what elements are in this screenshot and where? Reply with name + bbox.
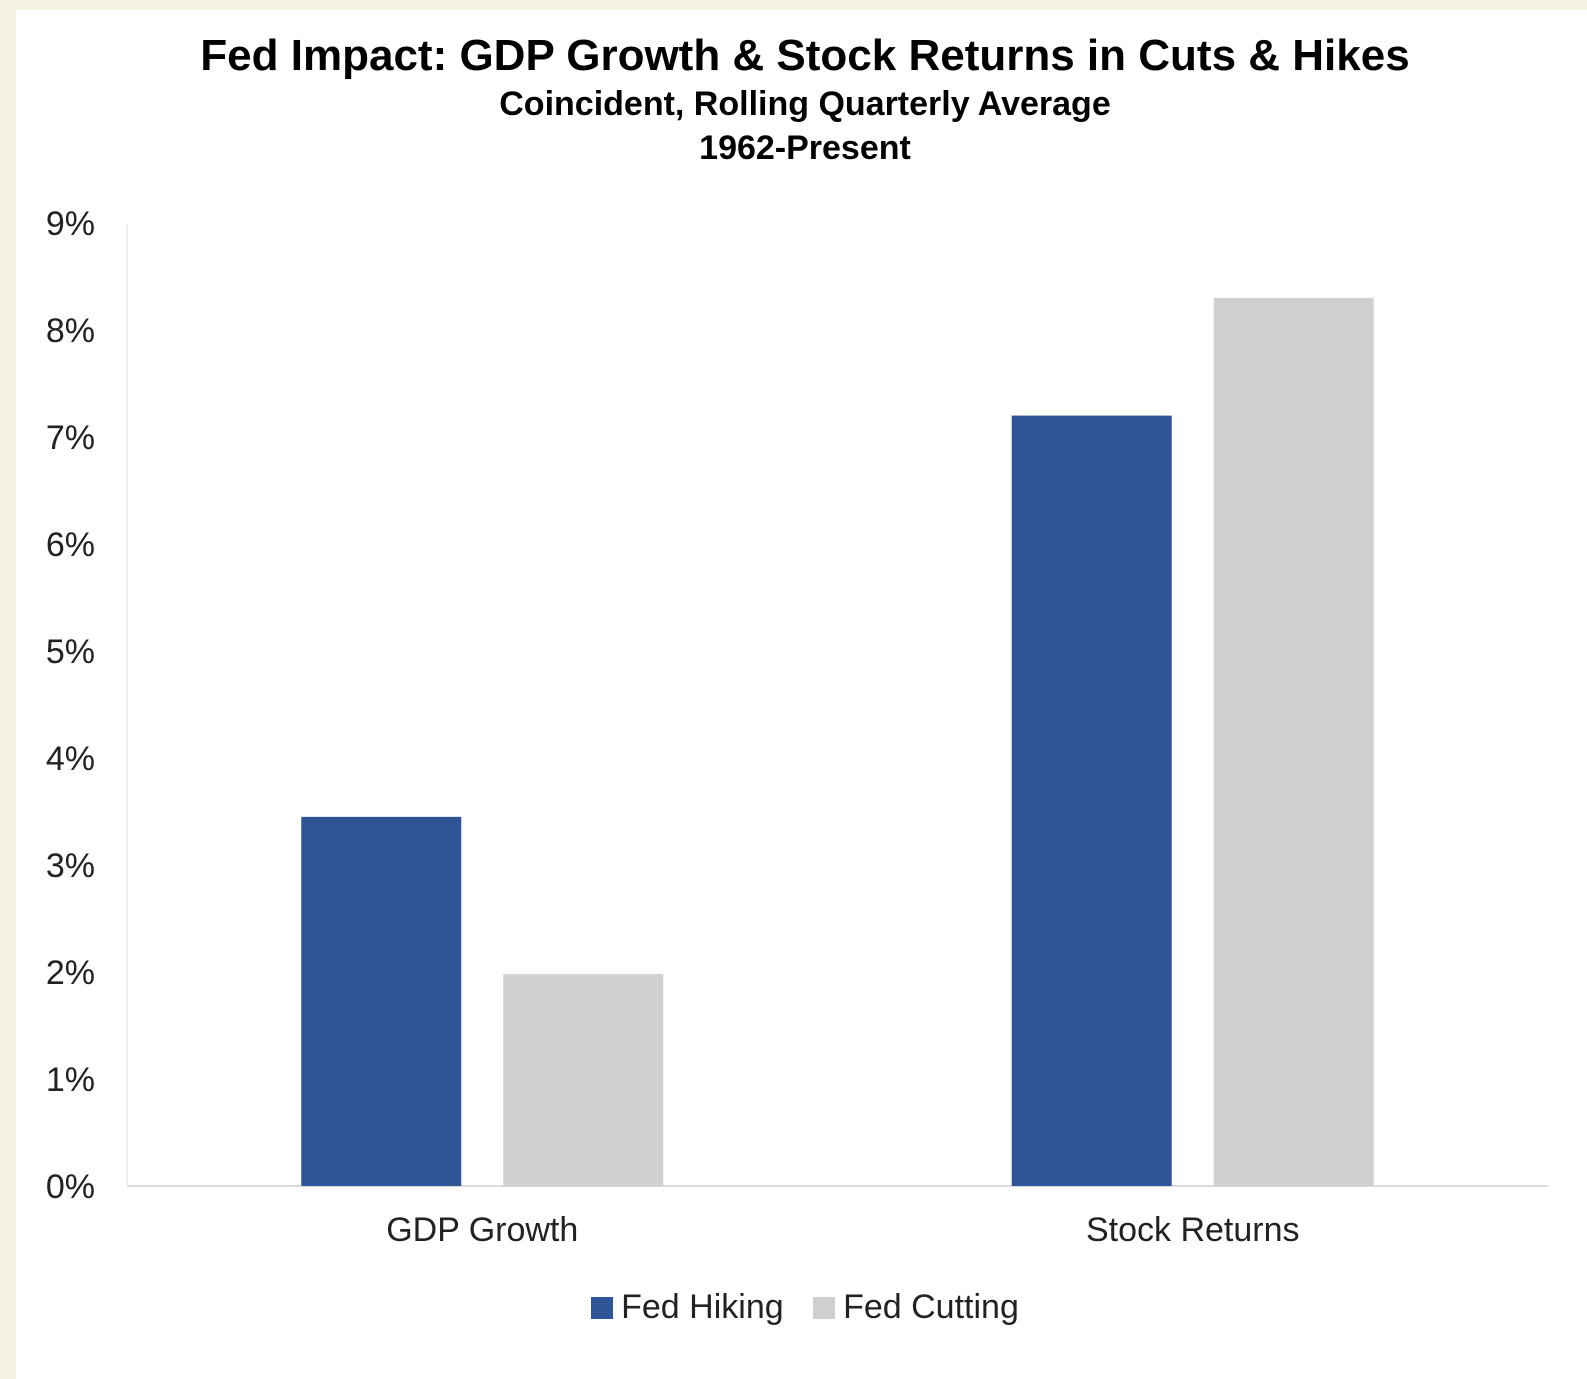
chart-subtitle: Coincident, Rolling Quarterly Average <box>499 85 1111 123</box>
y-tick-label: 8% <box>46 312 95 350</box>
legend-label-fed-cutting: Fed Cutting <box>843 1288 1019 1326</box>
bar-fed-hiking-gdp-growth <box>301 816 462 1186</box>
legend-item-fed-cutting: Fed Cutting <box>813 1288 1019 1327</box>
legend-swatch-fed-cutting <box>813 1296 836 1319</box>
y-tick-label: 7% <box>46 419 95 457</box>
y-tick-label: 9% <box>46 205 95 243</box>
bar-fed-hiking-stock-returns <box>1011 415 1172 1187</box>
y-tick-label: 2% <box>46 954 95 992</box>
legend-swatch-fed-hiking <box>591 1296 614 1319</box>
legend-label-fed-hiking: Fed Hiking <box>621 1288 784 1326</box>
chart-title: Fed Impact: GDP Growth & Stock Returns i… <box>200 31 1410 80</box>
legend-item-fed-hiking: Fed Hiking <box>591 1288 784 1327</box>
bar-fed-cutting-gdp-growth <box>503 974 664 1186</box>
x-category-label: Stock Returns <box>1086 1211 1300 1249</box>
chart-subtitle-period: 1962-Present <box>699 129 911 167</box>
y-tick-label: 1% <box>46 1061 95 1099</box>
chart-header: Fed Impact: GDP Growth & Stock Returns i… <box>0 30 1587 170</box>
y-tick-label: 4% <box>46 740 95 778</box>
x-category-label: GDP Growth <box>386 1211 578 1249</box>
y-tick-label: 6% <box>46 526 95 564</box>
legend: Fed Hiking Fed Cutting <box>0 1288 1587 1328</box>
y-tick-label: 0% <box>46 1168 95 1206</box>
y-tick-label: 5% <box>46 633 95 671</box>
y-tick-label: 3% <box>46 847 95 885</box>
bar-fed-cutting-stock-returns <box>1213 297 1374 1186</box>
